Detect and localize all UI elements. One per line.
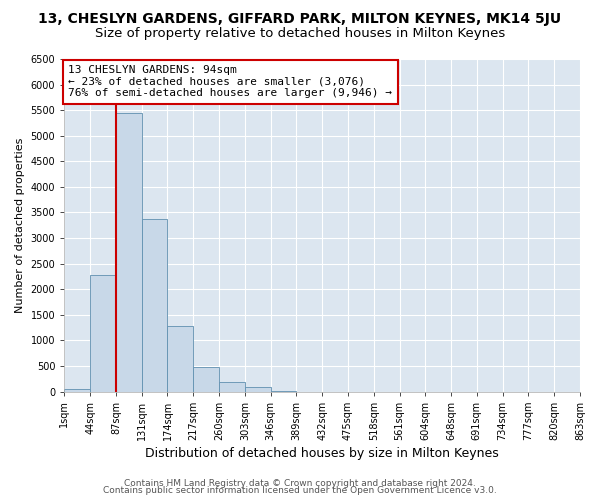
Bar (271, 391, 296, 392)
Text: 13, CHESLYN GARDENS, GIFFARD PARK, MILTON KEYNES, MK14 5JU: 13, CHESLYN GARDENS, GIFFARD PARK, MILTO… (38, 12, 562, 26)
Bar (193, 368, 219, 392)
Text: 13 CHESLYN GARDENS: 94sqm
← 23% of detached houses are smaller (3,076)
76% of se: 13 CHESLYN GARDENS: 94sqm ← 23% of detac… (68, 65, 392, 98)
Bar (167, 326, 193, 392)
Text: Size of property relative to detached houses in Milton Keynes: Size of property relative to detached ho… (95, 28, 505, 40)
Bar (90, 276, 116, 392)
Y-axis label: Number of detached properties: Number of detached properties (15, 138, 25, 313)
Bar (219, 382, 245, 392)
Bar (245, 388, 271, 392)
Bar (142, 218, 167, 392)
Text: Contains HM Land Registry data © Crown copyright and database right 2024.: Contains HM Land Registry data © Crown c… (124, 478, 476, 488)
Text: Contains public sector information licensed under the Open Government Licence v3: Contains public sector information licen… (103, 486, 497, 495)
Bar (116, 113, 142, 392)
X-axis label: Distribution of detached houses by size in Milton Keynes: Distribution of detached houses by size … (145, 447, 499, 460)
Bar (64, 389, 90, 392)
